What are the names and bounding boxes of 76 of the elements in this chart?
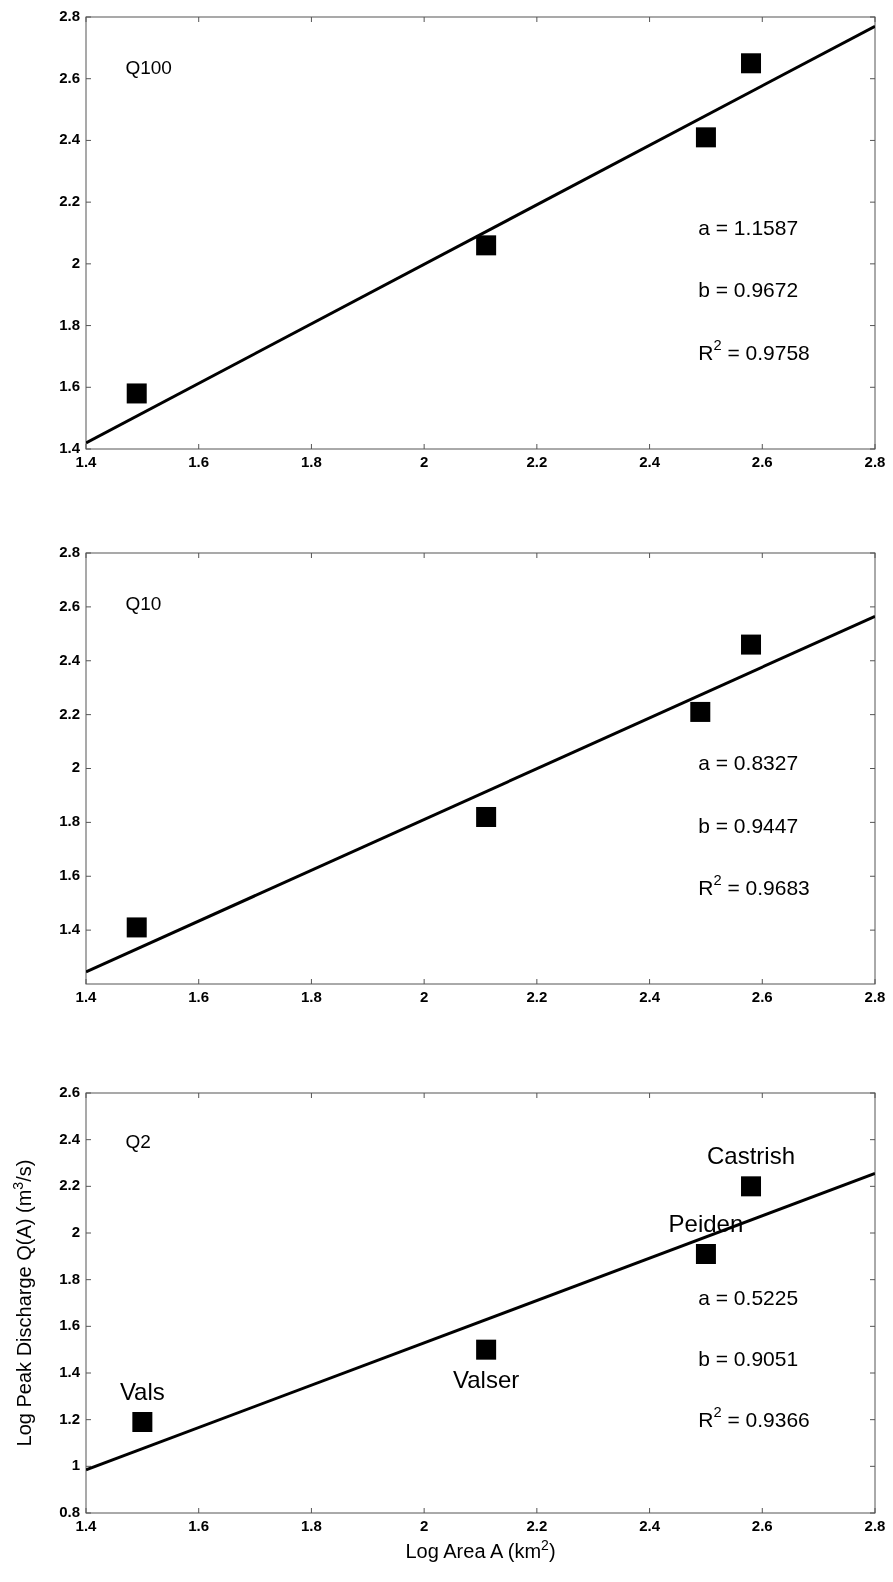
x-tick-label: 2.8 xyxy=(864,988,886,1005)
y-tick-label: 2.4 xyxy=(59,650,81,668)
x-tick-label: 2.2 xyxy=(526,988,548,1005)
x-tick-label: 2.4 xyxy=(639,1517,661,1534)
y-tick-label: 2.6 xyxy=(59,596,80,614)
annotation: Valser xyxy=(453,1365,520,1393)
x-tick-label: 1.6 xyxy=(188,988,210,1005)
x-tick-label: 2 xyxy=(419,453,429,470)
annotation: Q10 xyxy=(125,592,162,614)
annotation: Vals xyxy=(119,1378,165,1405)
annotation: Castrish xyxy=(707,1142,796,1170)
x-tick-label: 2.4 xyxy=(639,988,661,1005)
y-tick-label: 1.6 xyxy=(59,866,80,884)
x-tick-label: 1.8 xyxy=(301,453,322,470)
y-tick-label: 2 xyxy=(71,1222,80,1240)
y-tick-label: 2.6 xyxy=(59,1082,80,1100)
x-tick-label: 2.8 xyxy=(864,1517,886,1534)
y-tick-label: 1.8 xyxy=(59,812,80,830)
annotation: a = 0.8327 xyxy=(698,750,799,774)
y-tick-label: 1.6 xyxy=(59,1316,80,1334)
point xyxy=(695,1244,716,1264)
y-tick-label: 2.4 xyxy=(59,1129,81,1147)
y-tick-label: 1.8 xyxy=(59,1269,80,1287)
y-tick-label: 1.6 xyxy=(59,377,80,395)
point xyxy=(126,917,147,938)
annotation: b = 0.9051 xyxy=(698,1346,799,1370)
y-tick-label: 1.8 xyxy=(59,315,80,333)
annotation: a = 1.1587 xyxy=(698,215,799,239)
x-tick-label: 1.6 xyxy=(188,453,210,470)
point xyxy=(695,127,716,148)
annotation: R$^{2}$ = 0.9758 xyxy=(698,336,810,364)
point xyxy=(132,1412,153,1432)
point xyxy=(741,1176,762,1197)
x-tick-label: 2.6 xyxy=(751,988,773,1005)
point xyxy=(741,634,762,655)
y-tick-label: 2 xyxy=(71,253,80,271)
annotation: R$^{2}$ = 0.9366 xyxy=(698,1403,810,1431)
y-tick-label: 1.2 xyxy=(59,1409,80,1427)
x-tick-label: 2.8 xyxy=(864,453,886,470)
point xyxy=(476,1339,497,1360)
y-tick-label: 0.8 xyxy=(59,1502,80,1520)
y-tick-label: 2.2 xyxy=(59,704,80,722)
y-tick-label: 1 xyxy=(71,1456,80,1474)
annotation: Peiden xyxy=(668,1210,744,1237)
y-tick-label: 2.2 xyxy=(59,1176,80,1194)
y-tick-label: 2.6 xyxy=(59,68,80,86)
x-tick-label: 2.6 xyxy=(751,453,773,470)
x-tick-label: 1.8 xyxy=(301,988,322,1005)
point xyxy=(476,235,497,256)
y-tick-label: 2.4 xyxy=(59,130,81,148)
x-tick-label: 2 xyxy=(419,988,429,1005)
y-tick-label: 1.4 xyxy=(59,1362,81,1380)
x-tick-label: 2.2 xyxy=(526,1517,548,1534)
annotation: R$^{2}$ = 0.9683 xyxy=(698,872,810,899)
x-tick-label: 2.2 xyxy=(526,453,548,470)
annotation: b = 0.9447 xyxy=(698,813,799,837)
y-tick-label: 1.4 xyxy=(59,920,81,938)
y-tick-label: 2.2 xyxy=(59,192,80,210)
x-tick-label: 1.8 xyxy=(301,1517,322,1534)
point xyxy=(741,53,762,74)
point xyxy=(476,806,497,827)
y-tick-label: 1.4 xyxy=(59,438,81,456)
x-tick-label: 2 xyxy=(419,1517,429,1534)
annotation: Q2 xyxy=(125,1131,151,1153)
x-tick-label: 1.6 xyxy=(188,1517,210,1534)
annotation: b = 0.9672 xyxy=(698,277,799,301)
x-axis-title: Log Area A (km$^{2}$) xyxy=(405,1537,556,1562)
x-tick-label: 2.4 xyxy=(639,453,661,470)
point xyxy=(126,383,147,404)
x-tick-label: 2.6 xyxy=(751,1517,773,1534)
y-tick-label: 2 xyxy=(71,758,80,776)
y-tick-label: 2.8 xyxy=(59,6,80,24)
annotation: a = 0.5225 xyxy=(698,1285,799,1309)
point xyxy=(690,701,711,722)
y-tick-label: 2.8 xyxy=(59,542,80,560)
annotation: Q100 xyxy=(125,56,172,78)
